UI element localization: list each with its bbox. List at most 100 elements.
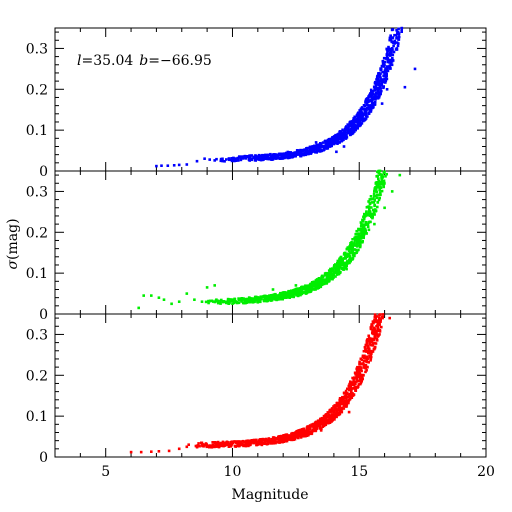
data-point [361, 375, 364, 379]
data-point [338, 265, 341, 268]
data-point [332, 266, 336, 269]
data-point [344, 254, 347, 257]
data-point [270, 155, 273, 158]
data-point [278, 441, 281, 444]
data-point [368, 354, 371, 358]
data-point [229, 445, 232, 448]
data-point [260, 438, 264, 442]
data-point [201, 443, 204, 446]
data-point [299, 434, 303, 438]
data-point [298, 151, 302, 154]
data-point [373, 100, 377, 104]
data-point [209, 444, 212, 448]
data-point [213, 159, 216, 162]
data-point [378, 79, 381, 82]
data-point [348, 247, 352, 251]
data-point [203, 157, 206, 160]
data-point [413, 67, 417, 71]
data-point [318, 427, 321, 430]
data-point [314, 141, 318, 144]
data-point [362, 119, 365, 123]
annotation-b-var: b [139, 53, 148, 69]
data-point [235, 301, 239, 305]
data-point [348, 245, 351, 248]
data-point [365, 232, 368, 235]
data-point [350, 381, 353, 384]
data-point [302, 149, 305, 153]
data-point [365, 339, 369, 343]
data-point [314, 279, 318, 282]
data-point [222, 300, 226, 303]
data-point [306, 288, 310, 292]
data-point [367, 200, 370, 203]
data-point [337, 404, 340, 407]
data-point [219, 302, 222, 305]
data-point [187, 443, 190, 446]
data-point [280, 156, 284, 159]
data-point [391, 36, 395, 39]
data-point [353, 254, 356, 258]
data-point [357, 374, 361, 377]
data-point [337, 262, 341, 265]
data-point [344, 135, 348, 139]
data-point [358, 232, 361, 236]
data-point [382, 74, 385, 78]
data-point [225, 440, 229, 444]
data-point [361, 377, 364, 381]
data-point [362, 363, 365, 366]
data-point [386, 51, 389, 54]
data-point [254, 295, 257, 299]
data-point [288, 293, 292, 297]
data-point [383, 78, 387, 81]
data-point [370, 337, 373, 340]
data-point [375, 315, 379, 318]
data-point [385, 73, 388, 76]
data-point [373, 103, 376, 106]
data-point [216, 299, 220, 303]
data-point [333, 264, 336, 267]
panel-frame [54, 170, 487, 315]
data-point [347, 131, 350, 134]
data-point [379, 76, 382, 80]
data-point [260, 295, 263, 299]
data-point [356, 232, 360, 236]
data-point [301, 286, 304, 289]
data-point [348, 121, 351, 124]
data-point [377, 198, 381, 202]
data-point [381, 70, 384, 74]
data-point [391, 28, 395, 31]
data-point [282, 292, 286, 295]
data-point [361, 218, 364, 222]
data-point [268, 439, 272, 443]
data-point [351, 392, 354, 395]
data-point [349, 259, 352, 262]
data-point [308, 424, 312, 427]
data-point [368, 198, 372, 201]
data-point [277, 438, 280, 442]
data-point [263, 438, 266, 441]
data-point [307, 290, 311, 294]
data-point [373, 222, 376, 226]
data-point [388, 64, 392, 68]
data-point [252, 156, 255, 160]
data-point [377, 81, 381, 85]
data-point [291, 155, 294, 158]
data-point [360, 231, 364, 234]
data-point [315, 422, 319, 425]
data-point [157, 450, 161, 453]
data-point [373, 198, 377, 201]
data-point [343, 133, 346, 137]
data-point [246, 439, 250, 442]
data-point [330, 273, 334, 276]
data-point [290, 291, 293, 294]
data-point [253, 300, 256, 304]
data-point [277, 152, 281, 156]
data-point [355, 118, 358, 121]
data-point [324, 144, 327, 147]
data-point [287, 435, 291, 439]
data-point [321, 419, 325, 423]
y-axis-title-unit: (mag) [5, 218, 21, 260]
data-point [299, 149, 302, 152]
data-point [231, 302, 234, 305]
data-point [205, 443, 208, 446]
